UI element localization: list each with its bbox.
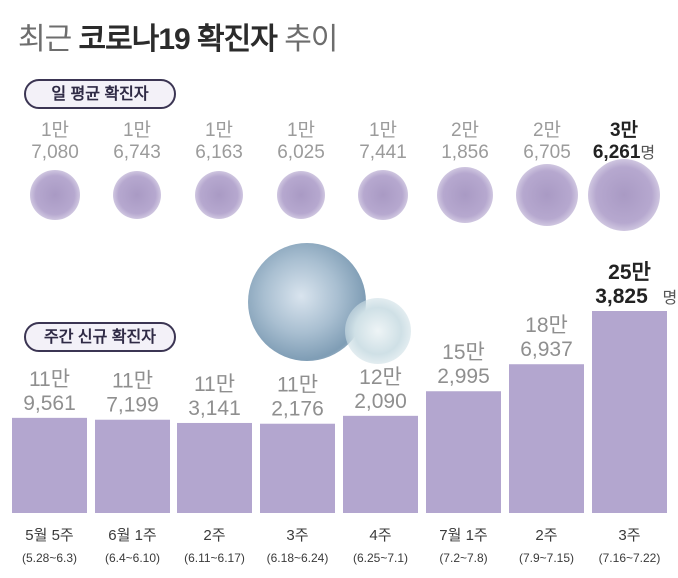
weekly-bar (343, 415, 418, 513)
daily-value-line2: 6,743 (113, 142, 161, 163)
daily-value-line1: 1만 (40, 120, 70, 141)
x-date-range: (6.11~6.17) (184, 551, 245, 565)
daily-value-line1: 1만 (286, 120, 316, 141)
weekly-value-label-line2: 2,176 (271, 398, 324, 421)
daily-value-label: 2만 1,856 (424, 120, 506, 164)
x-tick-label: 3주 (286, 527, 308, 544)
daily-value-line1: 1만 (122, 120, 152, 141)
weekly-bar (509, 364, 584, 513)
daily-value-line2: 6,261명 (592, 142, 656, 163)
daily-circle (112, 170, 162, 220)
daily-value-line1: 2만 (532, 120, 562, 141)
weekly-value-label-line1: 11만 (29, 368, 70, 391)
weekly-value-label-line1: 18만 (525, 314, 568, 337)
x-date-range: (7.9~7.15) (519, 551, 574, 565)
daily-value-label: 1만 6,743 (96, 120, 178, 164)
daily-circle (437, 167, 493, 223)
page-title: 최근 코로나19 확진자 추이 (18, 14, 338, 58)
weekly-bar (260, 423, 335, 513)
weekly-new-label: 주간 신규 확진자 (24, 322, 176, 352)
x-date-range: (6.25~7.1) (353, 551, 408, 565)
daily-value-line2: 6,163 (195, 142, 243, 163)
x-tick-label: 2주 (203, 527, 225, 544)
daily-circle (194, 170, 244, 220)
x-tick-label: 5월 5주 (25, 527, 73, 544)
x-tick-label: 3주 (618, 527, 640, 544)
daily-circle (30, 170, 80, 220)
weekly-value-label-line2: 3,825 (595, 285, 648, 308)
daily-unit: 명 (640, 145, 656, 162)
weekly-bar (592, 311, 667, 513)
weekly-value-label-line1: 11만 (194, 373, 235, 396)
weekly-bar (12, 417, 87, 513)
daily-value-line1: 1만 (204, 120, 234, 141)
weekly-value-label-line2: 7,199 (106, 394, 159, 417)
x-tick-label: 7월 1주 (439, 527, 487, 544)
x-date-range: (5.28~6.3) (22, 551, 77, 565)
virus-illustration-small (345, 298, 411, 364)
daily-value-line1: 3만 (609, 120, 639, 141)
weekly-value-label-line1: 11만 (277, 374, 318, 397)
daily-value-line2: 7,080 (31, 142, 79, 163)
weekly-bar (426, 391, 501, 513)
daily-value-line2: 1,856 (441, 142, 489, 163)
daily-value-label: 1만 7,080 (14, 120, 96, 164)
weekly-value-label-line2: 6,937 (520, 338, 573, 361)
daily-value-line1: 1만 (368, 120, 398, 141)
daily-value-label: 1만 6,025 (260, 120, 342, 164)
daily-circle (358, 170, 408, 220)
weekly-value-label-line2: 2,090 (354, 390, 407, 413)
weekly-value-label-line2: 3,141 (188, 397, 241, 420)
title-bold: 코로나19 확진자 (78, 23, 278, 56)
daily-value-line2: 6,705 (523, 142, 571, 163)
weekly-bar (177, 422, 252, 513)
daily-value-label: 1만 7,441 (342, 120, 424, 164)
x-date-range: (6.18~6.24) (267, 551, 329, 565)
weekly-unit: 명 (663, 289, 678, 307)
x-tick-label: 4주 (369, 527, 391, 544)
weekly-value-label-line1: 11만 (112, 370, 153, 393)
x-tick-label: 6월 1주 (108, 527, 156, 544)
weekly-value-label-line1: 15만 (442, 341, 485, 364)
daily-value-line2: 6,025 (277, 142, 325, 163)
weekly-value-label-line2: 9,561 (23, 392, 76, 415)
title-light: 최근 (18, 23, 79, 56)
daily-value-label: 1만 6,163 (178, 120, 260, 164)
x-date-range: (7.2~7.8) (439, 551, 487, 565)
daily-circle (588, 159, 660, 231)
x-date-range: (6.4~6.10) (105, 551, 160, 565)
x-date-range: (7.16~7.22) (599, 551, 661, 565)
daily-value-line2: 7,441 (359, 142, 407, 163)
daily-circle (277, 171, 325, 219)
x-tick-label: 2주 (535, 527, 557, 544)
daily-value-line1: 2만 (450, 120, 480, 141)
daily-average-label: 일 평균 확진자 (24, 79, 176, 109)
daily-circle (516, 164, 578, 226)
title-tail: 추이 (276, 23, 338, 56)
daily-value-label: 3만 6,261명 (583, 120, 665, 165)
weekly-value-label-line2: 2,995 (437, 365, 490, 388)
daily-value-label: 2만 6,705 (506, 120, 588, 164)
weekly-value-label-line1: 12만 (359, 366, 402, 389)
weekly-value-label-line1: 25만 (608, 261, 651, 284)
weekly-bar (95, 419, 170, 513)
